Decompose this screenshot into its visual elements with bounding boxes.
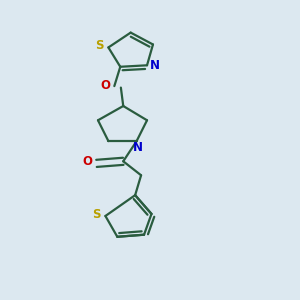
Text: N: N	[133, 141, 142, 154]
Text: O: O	[82, 155, 93, 168]
Text: O: O	[100, 79, 110, 92]
Text: S: S	[95, 40, 104, 52]
Text: N: N	[149, 59, 160, 72]
Text: S: S	[92, 208, 101, 221]
